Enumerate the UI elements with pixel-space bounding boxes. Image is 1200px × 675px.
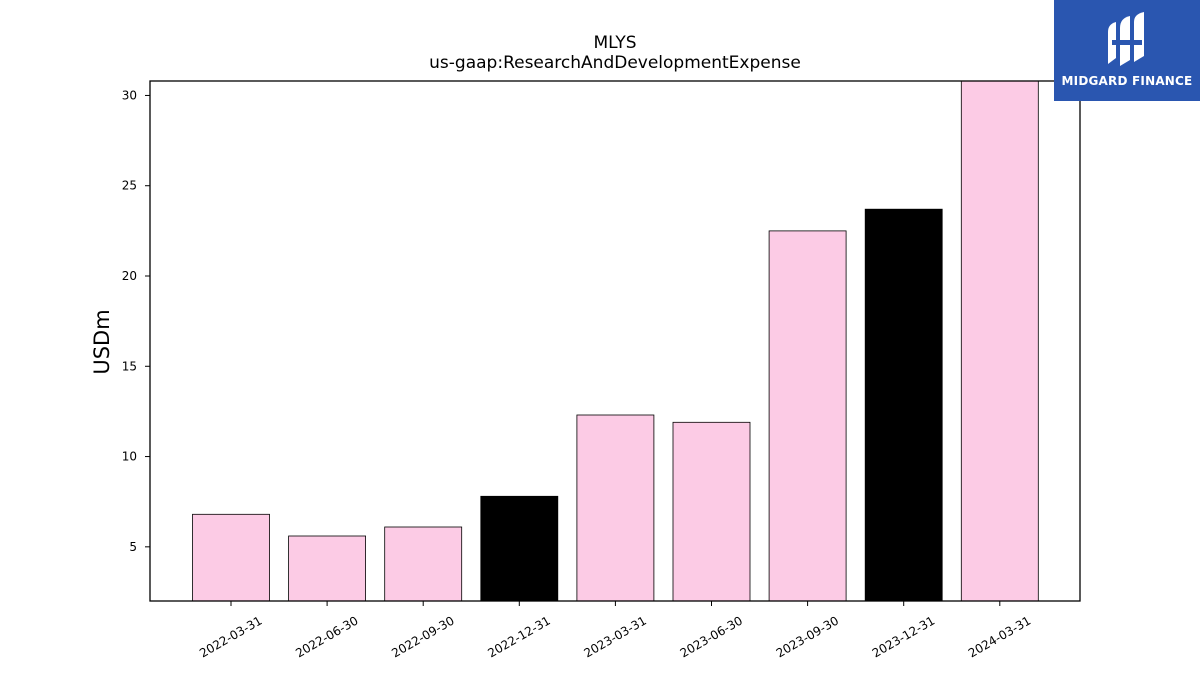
x-tick-label: 2022-09-30 (389, 613, 456, 660)
x-tick-label: 2023-03-31 (581, 613, 648, 660)
bar-2022-06-30 (288, 535, 367, 602)
x-tick-label: 2023-12-31 (870, 613, 937, 660)
x-tick-label: 2022-03-31 (197, 613, 264, 660)
x-tick-label: 2023-06-30 (678, 613, 745, 660)
y-tick-label: 20 (122, 269, 137, 283)
y-tick-label: 10 (122, 450, 137, 464)
plot-frame (149, 80, 1081, 602)
chart-subtitle: us-gaap:ResearchAndDevelopmentExpense (429, 53, 801, 73)
bar-2022-12-31 (480, 495, 559, 602)
y-tick-label: 30 (122, 88, 137, 102)
bar-2023-03-31 (576, 414, 655, 602)
bar-2023-12-31 (864, 208, 943, 602)
logo-mark-icon (1108, 12, 1144, 66)
y-tick-label: 25 (122, 179, 137, 193)
bar-2022-03-31 (192, 513, 270, 602)
x-tick-label: 2022-12-31 (485, 613, 552, 660)
x-tick-label: 2024-03-31 (966, 613, 1033, 660)
x-tick-label: 2022-06-30 (293, 613, 360, 660)
bar-2022-09-30 (384, 526, 463, 602)
y-tick-label: 5 (129, 540, 137, 554)
y-axis-label: USDm (90, 309, 114, 374)
bar-2024-03-31 (960, 80, 1039, 602)
chart-title: MLYS (593, 33, 636, 53)
bar-2023-09-30 (768, 230, 847, 602)
bar-2023-06-30 (672, 421, 751, 602)
logo-text: MIDGARD FINANCE (1061, 74, 1193, 88)
x-tick-label: 2023-09-30 (774, 613, 841, 660)
brand-logo: MIDGARD FINANCE (1054, 0, 1200, 101)
y-tick-label: 15 (122, 359, 137, 373)
